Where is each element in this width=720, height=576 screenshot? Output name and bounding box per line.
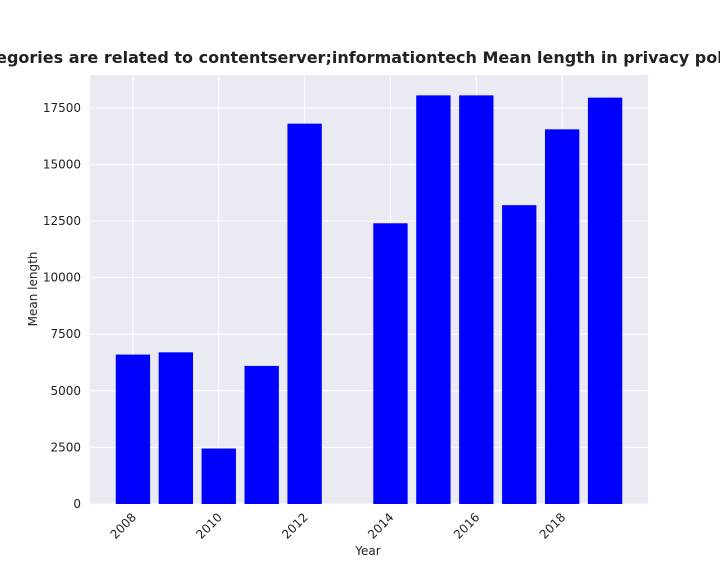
x-tick-label: 2018: [537, 510, 568, 541]
bar: [416, 95, 451, 505]
bar: [459, 95, 494, 505]
bar: [502, 205, 537, 504]
y-tick-label: 10000: [43, 271, 81, 285]
x-tick-labels: 2008 2010 2012 2014 2016 2018: [108, 510, 569, 541]
bar: [115, 354, 151, 504]
x-tick-label: 2010: [193, 510, 224, 541]
y-axis-label: Mean length: [26, 252, 40, 327]
y-tick-label: 12500: [43, 214, 81, 228]
bars: [115, 95, 623, 505]
x-tick-label: 2012: [279, 510, 310, 541]
y-tick-label: 17500: [43, 101, 81, 115]
x-tick-label: 2014: [365, 510, 396, 541]
bar: [201, 448, 236, 504]
y-tick-label: 15000: [43, 157, 81, 171]
bar: [158, 352, 194, 504]
y-tick-labels: 0 2500 5000 7500 10000 12500 15000 17500: [43, 101, 81, 511]
bar: [373, 223, 408, 504]
bar: [287, 123, 322, 504]
y-tick-label: 0: [73, 497, 81, 511]
y-tick-label: 5000: [50, 384, 81, 398]
x-tick-label: 2008: [108, 510, 139, 541]
chart-title: hen categories are related to contentser…: [0, 48, 720, 67]
y-tick-label: 2500: [50, 440, 81, 454]
bar: [544, 129, 580, 504]
bar: [587, 97, 623, 504]
x-axis-label: Year: [354, 544, 380, 558]
bar: [244, 365, 279, 504]
x-tick-label: 2016: [451, 510, 482, 541]
y-tick-label: 7500: [50, 327, 81, 341]
